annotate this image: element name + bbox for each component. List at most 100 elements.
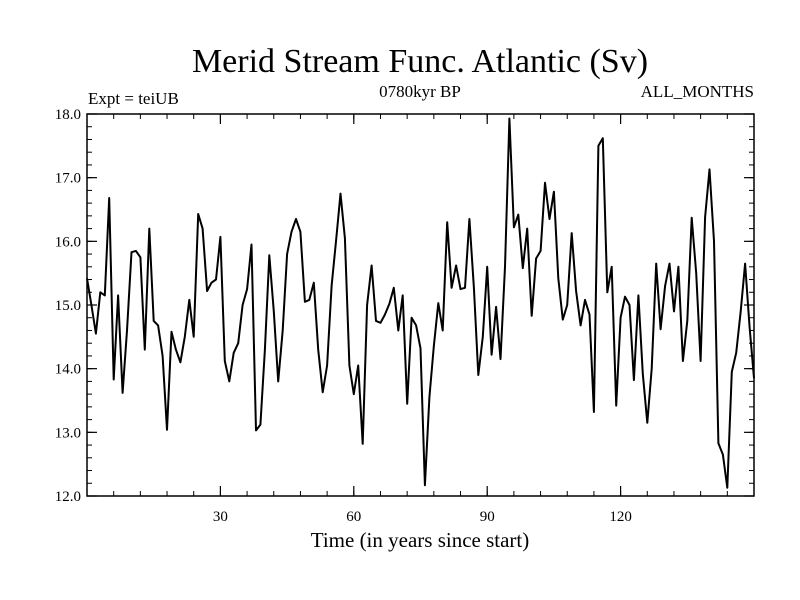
- data-point: [344, 237, 346, 239]
- data-point: [673, 310, 675, 312]
- x-tick-label: 120: [609, 509, 632, 525]
- data-point: [513, 226, 515, 228]
- data-point: [144, 348, 146, 350]
- data-point: [139, 256, 141, 258]
- data-point: [459, 288, 461, 290]
- data-point: [130, 251, 132, 253]
- data-point: [450, 287, 452, 289]
- data-point: [326, 364, 328, 366]
- data-point: [633, 379, 635, 381]
- data-point: [95, 332, 97, 334]
- y-tick-label: 16.0: [55, 234, 81, 250]
- data-point: [682, 360, 684, 362]
- data-point: [197, 213, 199, 215]
- data-point: [201, 227, 203, 229]
- y-tick-label: 14.0: [55, 362, 81, 378]
- data-point: [362, 443, 364, 445]
- data-point: [557, 277, 559, 279]
- data-point: [379, 322, 381, 324]
- data-point: [215, 278, 217, 280]
- data-point: [704, 216, 706, 218]
- data-point: [691, 217, 693, 219]
- data-point: [566, 304, 568, 306]
- x-axis-label: Time (in years since start): [311, 528, 530, 552]
- data-point: [286, 253, 288, 255]
- data-point: [504, 266, 506, 268]
- data-point: [495, 306, 497, 308]
- data-point: [517, 213, 519, 215]
- data-point: [615, 404, 617, 406]
- data-point: [699, 360, 701, 362]
- subtitle-center: 0780kyr BP: [379, 82, 461, 101]
- data-point: [748, 326, 750, 328]
- data-point: [104, 294, 106, 296]
- data-point: [117, 294, 119, 296]
- data-point: [237, 342, 239, 344]
- data-point: [313, 282, 315, 284]
- data-point: [611, 266, 613, 268]
- data-point: [628, 304, 630, 306]
- data-point: [304, 301, 306, 303]
- chart-title: Merid Stream Func. Atlantic (Sv): [192, 43, 648, 80]
- data-point: [433, 345, 435, 347]
- data-point: [535, 257, 537, 259]
- data-point: [210, 282, 212, 284]
- data-point: [655, 262, 657, 264]
- data-point: [726, 487, 728, 489]
- data-point: [579, 324, 581, 326]
- data-point: [193, 336, 195, 338]
- data-point: [330, 285, 332, 287]
- data-point: [508, 117, 510, 119]
- x-tick-label: 30: [213, 509, 228, 525]
- data-point: [548, 218, 550, 220]
- data-point: [126, 329, 128, 331]
- data-point: [606, 291, 608, 293]
- data-point: [593, 411, 595, 413]
- y-tick-label: 17.0: [55, 171, 81, 187]
- data-point: [388, 303, 390, 305]
- x-axis: 30 60 90 120: [86, 114, 755, 525]
- data-point: [602, 137, 604, 139]
- data-point: [268, 254, 270, 256]
- data-point: [522, 267, 524, 269]
- data-point: [677, 266, 679, 268]
- data-point: [686, 320, 688, 322]
- data-point: [410, 317, 412, 319]
- data-point: [526, 227, 528, 229]
- data-point: [175, 348, 177, 350]
- data-point: [419, 347, 421, 349]
- data-point: [539, 250, 541, 252]
- data-point: [531, 315, 533, 317]
- data-point: [157, 324, 159, 326]
- data-point: [442, 329, 444, 331]
- data-point: [277, 380, 279, 382]
- x-tick-label: 90: [480, 509, 495, 525]
- data-point: [99, 291, 101, 293]
- data-point: [646, 422, 648, 424]
- data-point: [166, 429, 168, 431]
- data-point: [148, 227, 150, 229]
- data-point: [264, 348, 266, 350]
- data-point: [695, 272, 697, 274]
- data-point: [740, 310, 742, 312]
- data-point: [486, 266, 488, 268]
- data-point: [446, 221, 448, 223]
- data-point: [170, 331, 172, 333]
- data-point: [642, 373, 644, 375]
- data-point: [553, 191, 555, 193]
- data-point: [188, 299, 190, 301]
- data-point: [571, 232, 573, 234]
- data-point: [241, 304, 243, 306]
- data-point: [233, 352, 235, 354]
- data-point: [161, 355, 163, 357]
- data-point: [179, 361, 181, 363]
- y-tick-label: 18.0: [55, 107, 81, 123]
- data-point: [357, 364, 359, 366]
- data-point: [370, 264, 372, 266]
- data-point: [544, 182, 546, 184]
- data-point: [428, 396, 430, 398]
- data-point: [308, 299, 310, 301]
- data-point: [406, 403, 408, 405]
- data-point: [659, 328, 661, 330]
